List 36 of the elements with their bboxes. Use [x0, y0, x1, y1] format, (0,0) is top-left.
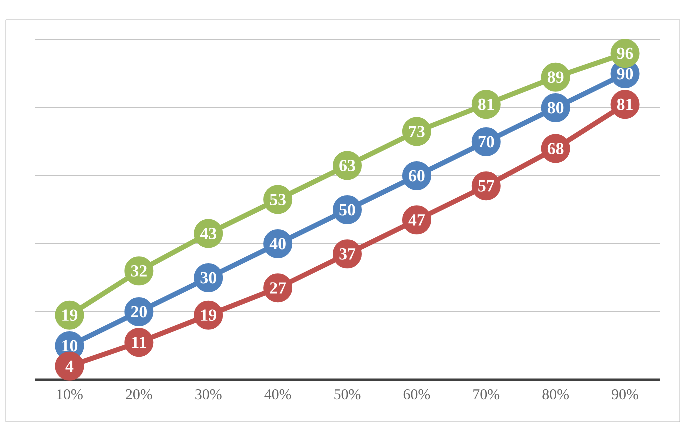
data-label: 50 [340, 204, 356, 216]
data-label: 57 [478, 180, 494, 192]
data-label: 19 [202, 310, 216, 322]
data-label: 70 [478, 136, 494, 148]
x-tick-label: 10% [57, 390, 83, 400]
x-tick-label: 30% [196, 390, 222, 400]
data-label: 80 [548, 102, 564, 114]
data-label: 27 [270, 282, 286, 294]
data-label: 63 [340, 160, 356, 172]
data-label: 90 [617, 68, 634, 80]
x-tick-label: 50% [334, 390, 361, 400]
data-label: 81 [617, 98, 633, 110]
x-tick-label: 70% [474, 390, 500, 400]
data-label: 73 [409, 126, 425, 138]
x-tick-label: 60% [404, 390, 430, 400]
data-label: 53 [270, 194, 286, 206]
data-label: 81 [478, 98, 494, 110]
data-label: 47 [408, 214, 426, 226]
x-tick-label: 90% [612, 390, 638, 400]
data-label: 4 [66, 360, 74, 372]
data-label: 11 [132, 336, 146, 348]
data-label: 19 [62, 310, 78, 322]
data-label: 32 [131, 265, 147, 277]
data-label: 10 [62, 340, 78, 352]
x-tick-label: 80% [542, 390, 570, 400]
data-label: 43 [200, 228, 217, 240]
data-label: 89 [548, 72, 564, 84]
data-label: 96 [617, 48, 634, 60]
data-label: 20 [131, 306, 147, 318]
data-label: 30 [200, 272, 216, 284]
data-label: 37 [340, 248, 356, 260]
x-tick-label: 40% [264, 390, 292, 400]
data-label: 68 [548, 143, 564, 155]
data-label: 60 [409, 170, 425, 182]
data-label: 40 [270, 238, 286, 250]
x-tick-label: 20% [126, 390, 152, 400]
